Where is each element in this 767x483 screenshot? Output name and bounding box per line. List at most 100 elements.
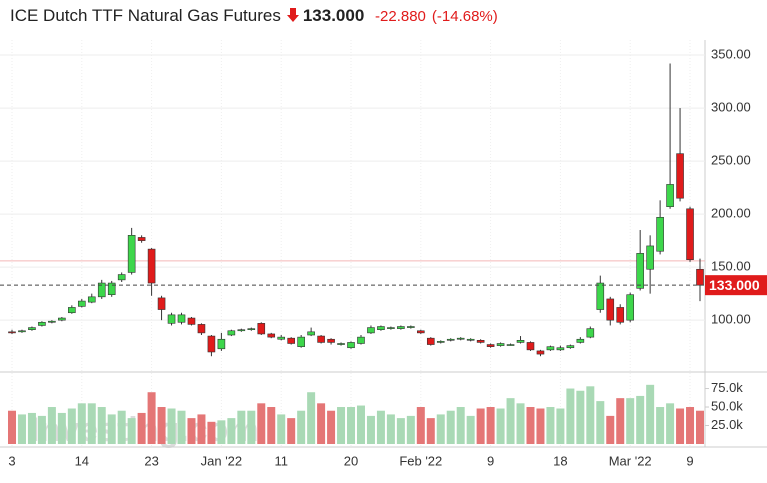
candle-body bbox=[38, 321, 46, 326]
candle-body bbox=[18, 330, 26, 333]
volume-bar bbox=[257, 403, 266, 444]
candle-body bbox=[137, 237, 146, 241]
y-tick-label: 100.00 bbox=[711, 312, 751, 327]
volume-bar bbox=[127, 418, 136, 444]
candle-body bbox=[197, 324, 206, 334]
x-tick-label: Feb '22 bbox=[399, 453, 442, 468]
header: ICE Dutch TTF Natural Gas Futures 133.000… bbox=[10, 6, 504, 26]
candle-body bbox=[157, 297, 166, 310]
volume-bar bbox=[666, 403, 675, 444]
volume-bar bbox=[676, 408, 685, 444]
candle-body bbox=[496, 343, 505, 346]
candle-body bbox=[317, 335, 325, 343]
x-tick-label: 9 bbox=[487, 453, 494, 468]
candle-body bbox=[596, 282, 605, 310]
price: 133.000 bbox=[302, 6, 365, 25]
candle-body bbox=[187, 317, 196, 325]
candle-body bbox=[77, 300, 86, 307]
volume-bar bbox=[556, 408, 565, 444]
volume-bar bbox=[366, 415, 375, 444]
candle-body bbox=[476, 340, 485, 343]
volume-bar bbox=[77, 403, 86, 444]
candle-body bbox=[636, 253, 644, 289]
volume-bar bbox=[386, 414, 395, 444]
y-tick-label: 25.0k bbox=[711, 417, 743, 432]
y-tick-label: 300.00 bbox=[711, 100, 751, 115]
volume-bar bbox=[207, 421, 216, 444]
candle-body bbox=[68, 307, 76, 314]
candle-body bbox=[227, 330, 236, 336]
volume-bar bbox=[396, 418, 405, 444]
volume-bar bbox=[87, 403, 96, 444]
candle-body bbox=[676, 153, 684, 199]
last-price-label: 133.000 bbox=[709, 277, 760, 293]
candle-body bbox=[347, 342, 355, 349]
x-tick-label: 23 bbox=[144, 453, 158, 468]
candle-body bbox=[97, 282, 106, 298]
volume-bar bbox=[177, 410, 186, 444]
volume-bar bbox=[546, 407, 555, 444]
volume-bar bbox=[646, 384, 655, 444]
candle-body bbox=[247, 328, 256, 331]
y-tick-label: 150.00 bbox=[711, 259, 751, 274]
volume-bar bbox=[227, 418, 236, 444]
candle-body bbox=[87, 296, 96, 303]
candle-body bbox=[307, 331, 315, 336]
candle-body bbox=[586, 328, 595, 338]
volume-bar bbox=[217, 420, 226, 444]
volume-bar bbox=[406, 415, 415, 444]
volume-bar bbox=[27, 412, 36, 444]
y-tick-label: 200.00 bbox=[711, 206, 751, 221]
volume-bar bbox=[197, 414, 206, 444]
title: ICE Dutch TTF Natural Gas Futures bbox=[10, 6, 281, 25]
volume-bar bbox=[57, 412, 66, 444]
candle-body bbox=[337, 343, 345, 345]
y-tick-label: 350.00 bbox=[711, 46, 751, 61]
volume-bar bbox=[516, 403, 525, 444]
volume-bar bbox=[526, 407, 535, 444]
candle-body bbox=[58, 317, 66, 321]
volume-bar bbox=[606, 415, 615, 444]
y-tick-label: 75.0k bbox=[711, 380, 743, 395]
candle-body bbox=[446, 338, 455, 341]
candle-body bbox=[576, 338, 585, 343]
candle-body bbox=[387, 327, 395, 329]
volume-bar bbox=[297, 410, 306, 444]
volume-bar bbox=[137, 412, 146, 444]
volume-bar bbox=[267, 407, 276, 444]
volume-bar bbox=[277, 414, 286, 444]
x-tick-label: 11 bbox=[274, 453, 288, 468]
candle-body bbox=[516, 340, 525, 343]
volume-bar bbox=[157, 407, 166, 444]
candle-body bbox=[367, 327, 375, 334]
volume-bar bbox=[456, 407, 465, 444]
last-price-tag bbox=[705, 275, 767, 296]
volume-bar bbox=[636, 395, 645, 444]
candle-body bbox=[407, 326, 415, 328]
x-tick-label: 9 bbox=[686, 453, 693, 468]
candle-body bbox=[287, 337, 295, 344]
volume-bar bbox=[147, 392, 156, 444]
x-tick-label: Mar '22 bbox=[609, 453, 652, 468]
volume-bar bbox=[97, 407, 106, 444]
change: -22.880 bbox=[375, 8, 426, 25]
candle-body bbox=[456, 337, 465, 340]
volume-bar bbox=[616, 398, 625, 444]
volume-bar bbox=[356, 405, 365, 444]
volume-bar bbox=[307, 392, 316, 444]
x-tick-label: Jan '22 bbox=[201, 453, 243, 468]
candle-body bbox=[696, 268, 704, 286]
candle-body bbox=[397, 326, 405, 329]
volume-bar bbox=[576, 390, 585, 444]
volume-bar bbox=[8, 410, 16, 444]
volume-bar bbox=[317, 403, 326, 444]
volume-bar bbox=[426, 418, 435, 444]
candle-body bbox=[127, 235, 136, 273]
candle-body bbox=[377, 326, 385, 331]
candle-body bbox=[646, 245, 654, 270]
volume-bar bbox=[436, 414, 445, 444]
candle-body bbox=[8, 331, 16, 334]
volume-bar bbox=[566, 388, 575, 444]
